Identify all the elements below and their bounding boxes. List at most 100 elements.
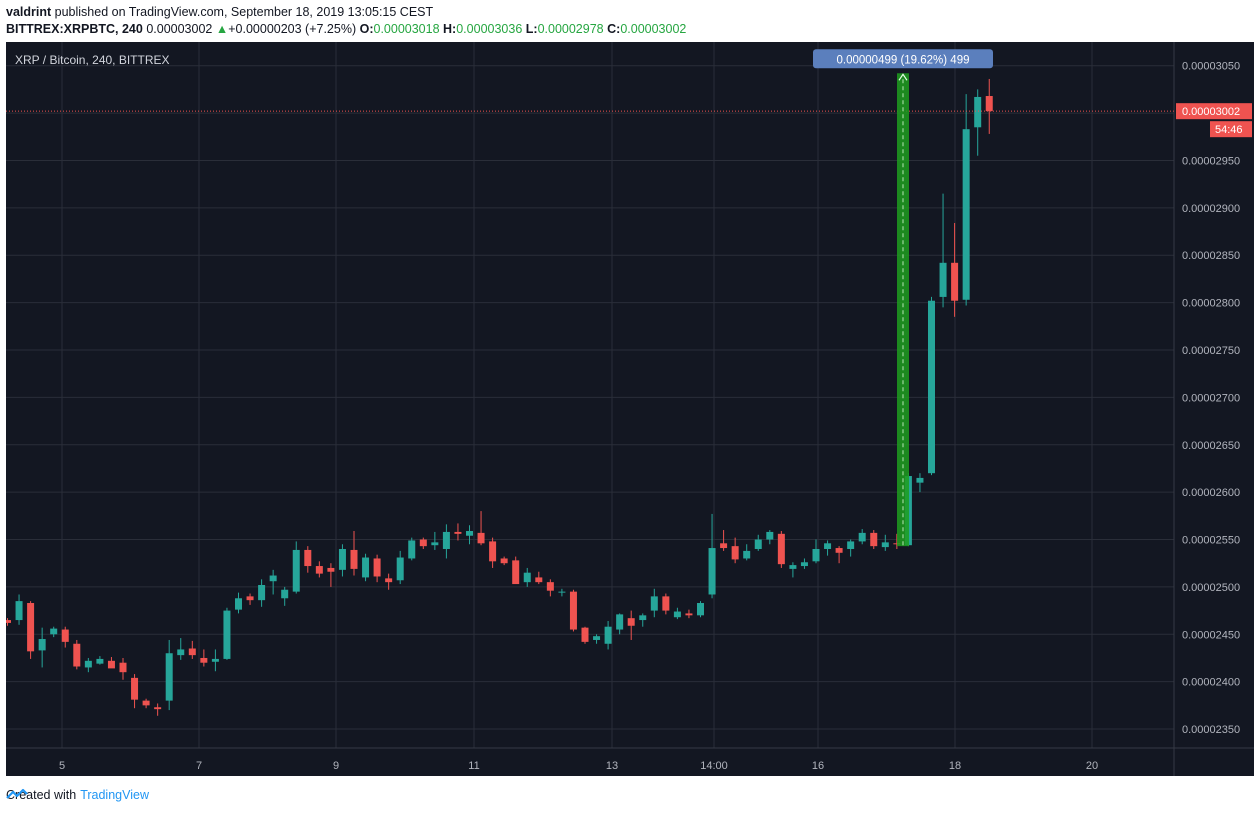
candlestick-chart[interactable]: 0.00002350 0.00002400 0.00002450 0.00002500… xyxy=(6,42,1254,776)
candle-up xyxy=(939,262,947,297)
candle-down xyxy=(720,543,728,549)
measure-label: 0.00000499 (19.62%) 499 xyxy=(837,54,970,66)
candle-up xyxy=(789,565,797,569)
candle-up xyxy=(466,530,473,536)
tradingview-link[interactable]: TradingView xyxy=(80,788,149,802)
x-tick-label: 7 xyxy=(196,760,202,772)
y-tick-label: 0.00002900 xyxy=(1182,203,1240,215)
y-tick-label: 0.00003050 xyxy=(1182,61,1240,73)
candle-down xyxy=(512,560,520,585)
open-label: O: xyxy=(359,22,374,36)
candle-up xyxy=(673,611,681,618)
candle-down xyxy=(454,531,462,534)
y-tick-label: 0.00002850 xyxy=(1182,250,1240,262)
x-tick-label: 14:00 xyxy=(700,760,728,772)
candle-down xyxy=(119,662,127,673)
symbol-label: BITTREX:XRPBTC, 240 xyxy=(6,22,143,36)
y-tick-label: 0.00002600 xyxy=(1182,487,1240,499)
candle-down xyxy=(131,677,139,700)
candle-down xyxy=(893,543,901,545)
author-name[interactable]: valdrint xyxy=(6,5,52,19)
x-tick-label: 11 xyxy=(468,760,479,772)
high-label: H: xyxy=(443,22,457,36)
candle-up xyxy=(211,658,219,662)
candle-up xyxy=(847,541,855,549)
current-price-label: 0.00003002 xyxy=(1182,106,1240,118)
candle-down xyxy=(627,618,635,626)
candle-up xyxy=(38,639,46,651)
candle-down xyxy=(246,596,254,601)
candle-up xyxy=(962,129,970,300)
candle-up xyxy=(743,550,751,559)
x-tick-label: 18 xyxy=(949,760,961,772)
last-price: 0.00003002 xyxy=(146,22,213,36)
candle-down xyxy=(777,533,785,565)
candle-up xyxy=(269,575,277,582)
x-tick-label: 20 xyxy=(1086,760,1098,772)
ohlc-line: BITTREX:XRPBTC, 240 0.00003002 ▲+0.00000… xyxy=(6,22,686,36)
candle-up xyxy=(558,591,566,593)
candle-down xyxy=(73,643,81,667)
chart-area[interactable]: 0.00002350 0.00002400 0.00002450 0.00002500… xyxy=(6,42,1254,776)
candle-down xyxy=(154,707,162,710)
candle-up xyxy=(928,300,935,474)
candle-up xyxy=(408,540,416,559)
current-price-tag xyxy=(1176,103,1252,120)
x-tick-label: 9 xyxy=(333,760,339,772)
candle-down xyxy=(385,578,393,583)
candle-down xyxy=(685,613,693,616)
candle-up xyxy=(916,477,924,483)
candle-up xyxy=(292,549,300,592)
candle-up xyxy=(616,614,624,630)
measure-range-box xyxy=(897,73,909,547)
candle-up xyxy=(708,548,716,595)
candle-up xyxy=(824,543,832,549)
candle-down xyxy=(535,577,543,583)
y-tick-label: 0.00002950 xyxy=(1182,155,1240,167)
x-tick-label: 5 xyxy=(59,760,65,772)
candle-up xyxy=(593,636,601,640)
candle-down xyxy=(546,582,554,591)
candle-up xyxy=(362,557,370,578)
candle-down xyxy=(304,549,312,567)
candle-up xyxy=(639,615,647,621)
close-value: 0.00003002 xyxy=(620,22,687,36)
y-tick-label: 0.00002500 xyxy=(1182,582,1240,594)
y-tick-label: 0.00002750 xyxy=(1182,345,1240,357)
candle-up xyxy=(697,603,704,616)
close-label: C: xyxy=(607,22,621,36)
candle-up xyxy=(396,557,404,581)
candle-up xyxy=(177,649,185,656)
candle-up xyxy=(258,585,266,601)
candle-up xyxy=(84,660,92,668)
y-tick-label: 0.00002550 xyxy=(1182,535,1240,547)
measure-label-box xyxy=(813,49,993,69)
candle-up xyxy=(431,542,439,546)
candle-up xyxy=(858,532,866,542)
change-up-icon: ▲ xyxy=(215,22,229,36)
candle-down xyxy=(373,558,381,577)
candle-down xyxy=(731,546,739,560)
high-value: 0.00003036 xyxy=(456,22,523,36)
y-tick-label: 0.00002450 xyxy=(1182,629,1240,641)
chart-title: XRP / Bitcoin, 240, BITTREX xyxy=(15,53,170,67)
candle-down xyxy=(6,620,11,623)
countdown-label: 54:46 xyxy=(1215,124,1243,136)
y-tick-label: 0.00002700 xyxy=(1182,392,1240,404)
candle-down xyxy=(870,532,878,547)
candle-up xyxy=(523,572,531,583)
publish-text: published on TradingView.com, September … xyxy=(54,5,434,19)
candle-down xyxy=(569,591,577,630)
low-value: 0.00002978 xyxy=(537,22,604,36)
candle-up xyxy=(812,548,820,562)
candle-up xyxy=(604,626,612,644)
candle-down xyxy=(327,567,335,572)
candle-up xyxy=(974,96,982,128)
candle-down xyxy=(477,532,485,544)
candle-down xyxy=(500,558,508,564)
candle-up xyxy=(235,598,242,610)
candle-up xyxy=(338,548,346,570)
candle-up xyxy=(15,601,23,621)
price-change: +0.00000203 (+7.25%) xyxy=(228,22,357,36)
countdown-tag xyxy=(1210,121,1252,138)
